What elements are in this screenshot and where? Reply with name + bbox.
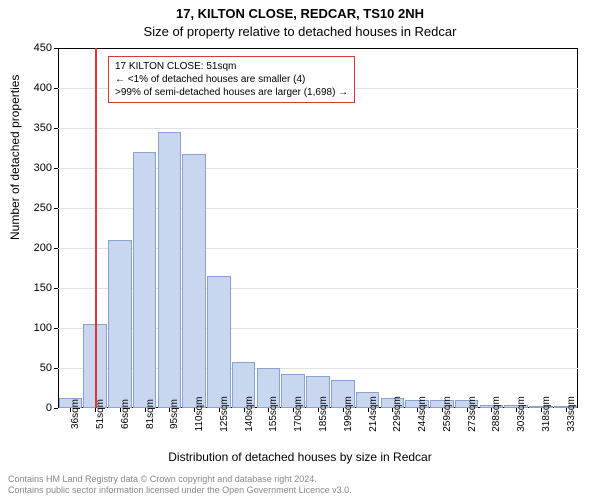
x-tick-label: 303sqm <box>516 396 527 432</box>
x-tick-label: 318sqm <box>541 396 552 432</box>
plot-area: 05010015020025030035040045036sqm51sqm66s… <box>58 48 578 408</box>
x-tick-label: 333sqm <box>566 396 577 432</box>
y-tick-label: 250 <box>34 202 52 214</box>
y-axis-label: Number of detached properties <box>8 75 22 240</box>
gridline <box>58 128 578 129</box>
chart-container: 17, KILTON CLOSE, REDCAR, TS10 2NH Size … <box>0 0 600 500</box>
histogram-bar <box>108 240 132 408</box>
y-tick-mark <box>54 288 58 289</box>
y-tick-mark <box>54 328 58 329</box>
y-tick-label: 50 <box>40 362 52 374</box>
x-tick-label: 110sqm <box>194 397 205 432</box>
y-tick-label: 400 <box>34 82 52 94</box>
y-tick-mark <box>54 48 58 49</box>
x-tick-label: 36sqm <box>70 399 81 429</box>
x-tick-label: 229sqm <box>392 396 403 432</box>
x-tick-label: 125sqm <box>219 396 230 432</box>
x-tick-label: 81sqm <box>145 399 156 429</box>
x-tick-label: 185sqm <box>318 396 329 432</box>
x-tick-label: 273sqm <box>467 396 478 432</box>
footer-line2: Contains public sector information licen… <box>8 485 352 496</box>
x-tick-label: 214sqm <box>368 396 379 432</box>
y-tick-label: 0 <box>46 402 52 414</box>
y-tick-label: 100 <box>34 322 52 334</box>
y-tick-label: 200 <box>34 242 52 254</box>
x-tick-label: 170sqm <box>293 396 304 432</box>
x-tick-label: 140sqm <box>244 396 255 432</box>
x-tick-label: 259sqm <box>442 396 453 432</box>
y-tick-mark <box>54 408 58 409</box>
annotation-box: 17 KILTON CLOSE: 51sqm← <1% of detached … <box>108 56 355 103</box>
histogram-bar <box>158 132 182 408</box>
histogram-bar <box>182 154 206 408</box>
annotation-line: ← <1% of detached houses are smaller (4) <box>115 73 348 86</box>
y-tick-label: 300 <box>34 162 52 174</box>
property-marker-line <box>95 48 97 408</box>
histogram-bar <box>207 276 231 408</box>
y-tick-label: 150 <box>34 282 52 294</box>
chart-title-sub: Size of property relative to detached ho… <box>0 24 600 39</box>
y-tick-mark <box>54 128 58 129</box>
x-tick-label: 244sqm <box>417 396 428 432</box>
y-tick-mark <box>54 368 58 369</box>
x-axis-label: Distribution of detached houses by size … <box>0 450 600 464</box>
chart-title-main: 17, KILTON CLOSE, REDCAR, TS10 2NH <box>0 6 600 21</box>
footer-line1: Contains HM Land Registry data © Crown c… <box>8 474 352 485</box>
x-tick-label: 155sqm <box>268 396 279 432</box>
y-tick-label: 350 <box>34 122 52 134</box>
x-tick-label: 95sqm <box>169 399 180 429</box>
x-tick-label: 66sqm <box>120 399 131 429</box>
footer-attribution: Contains HM Land Registry data © Crown c… <box>8 474 352 496</box>
x-tick-label: 199sqm <box>343 396 354 432</box>
y-tick-mark <box>54 168 58 169</box>
y-tick-mark <box>54 248 58 249</box>
annotation-line: >99% of semi-detached houses are larger … <box>115 86 348 99</box>
y-tick-mark <box>54 208 58 209</box>
annotation-line: 17 KILTON CLOSE: 51sqm <box>115 60 348 73</box>
y-tick-label: 450 <box>34 42 52 54</box>
y-tick-mark <box>54 88 58 89</box>
x-tick-label: 288sqm <box>491 396 502 432</box>
histogram-bar <box>133 152 157 408</box>
